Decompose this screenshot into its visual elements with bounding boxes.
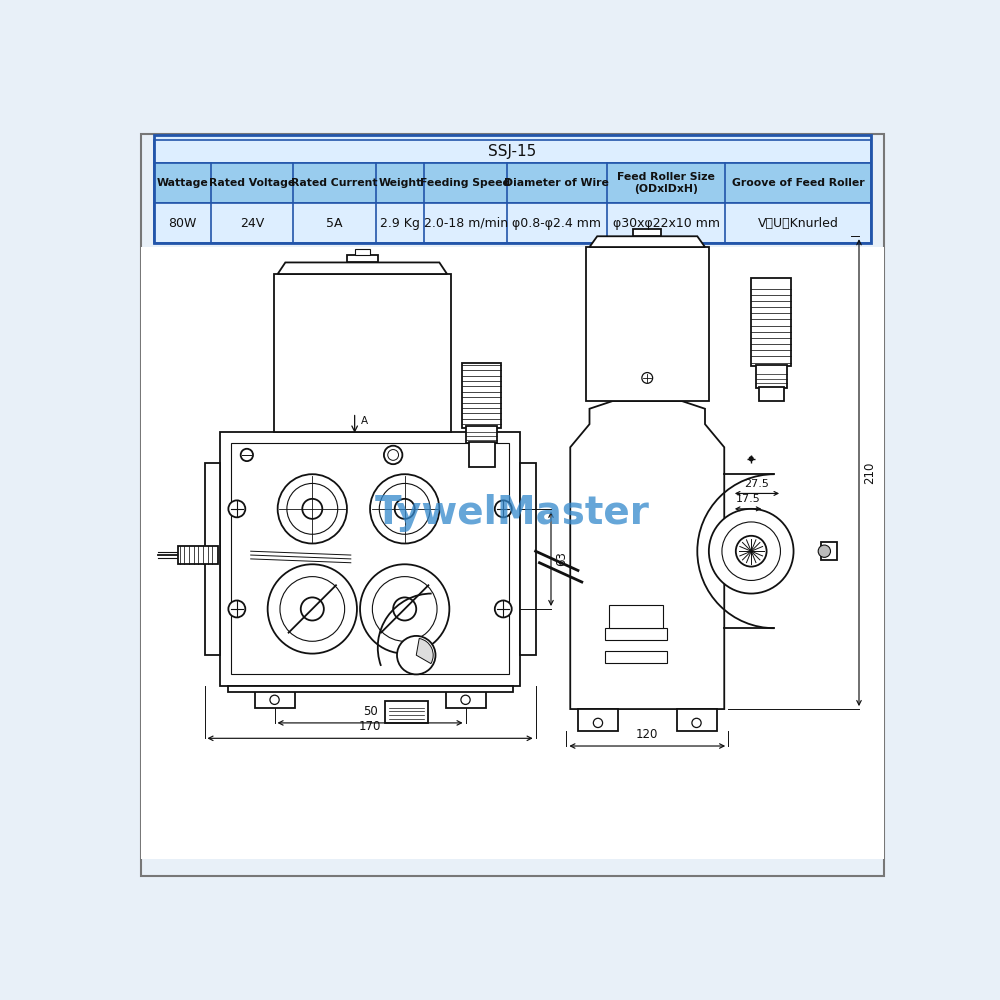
Text: A: A xyxy=(361,416,368,426)
Circle shape xyxy=(495,500,512,517)
Circle shape xyxy=(372,577,437,641)
Bar xyxy=(605,628,667,640)
Circle shape xyxy=(384,446,402,464)
Text: φ0.8-φ2.4 mm: φ0.8-φ2.4 mm xyxy=(512,217,601,230)
Text: 63: 63 xyxy=(556,551,569,566)
Text: 27.5: 27.5 xyxy=(745,479,769,489)
Bar xyxy=(462,363,501,428)
Circle shape xyxy=(287,483,338,534)
Circle shape xyxy=(395,499,415,519)
Bar xyxy=(751,278,791,366)
Bar xyxy=(205,463,220,655)
Bar xyxy=(466,426,497,443)
Text: 120: 120 xyxy=(636,728,658,741)
Circle shape xyxy=(302,499,322,519)
Text: TywelMaster: TywelMaster xyxy=(375,494,650,532)
Circle shape xyxy=(722,522,780,580)
Text: Rated Voltage: Rated Voltage xyxy=(209,178,295,188)
Bar xyxy=(469,442,495,466)
Circle shape xyxy=(280,577,345,641)
Text: 50: 50 xyxy=(363,705,377,718)
Bar xyxy=(385,701,428,723)
Circle shape xyxy=(270,695,279,704)
Circle shape xyxy=(268,564,357,654)
Bar xyxy=(154,163,871,203)
Circle shape xyxy=(461,695,470,704)
Circle shape xyxy=(749,457,753,461)
Circle shape xyxy=(736,536,767,567)
Circle shape xyxy=(593,718,603,728)
Circle shape xyxy=(228,500,245,517)
Bar xyxy=(633,229,661,236)
Bar xyxy=(154,140,871,163)
Circle shape xyxy=(228,600,245,617)
Bar xyxy=(154,135,871,243)
Wedge shape xyxy=(416,638,433,664)
Text: φ30xφ22x10 mm: φ30xφ22x10 mm xyxy=(613,217,720,230)
Circle shape xyxy=(379,483,430,534)
Bar xyxy=(586,247,709,401)
Circle shape xyxy=(818,545,831,557)
Bar xyxy=(220,432,520,686)
Bar xyxy=(154,203,871,243)
Bar xyxy=(274,274,451,432)
Polygon shape xyxy=(278,262,447,274)
Circle shape xyxy=(393,597,416,620)
Text: Feeding Speed: Feeding Speed xyxy=(420,178,511,188)
Bar xyxy=(154,135,871,243)
Circle shape xyxy=(370,474,439,543)
Bar xyxy=(446,686,486,708)
Text: 2.9 Kg: 2.9 Kg xyxy=(380,217,420,230)
Text: 170: 170 xyxy=(359,720,381,733)
Circle shape xyxy=(241,449,253,461)
Bar xyxy=(141,247,884,859)
Circle shape xyxy=(397,636,436,674)
Text: 24V: 24V xyxy=(240,217,264,230)
Bar xyxy=(255,686,295,708)
Text: Groove of Feed Roller: Groove of Feed Roller xyxy=(732,178,864,188)
Polygon shape xyxy=(570,401,724,709)
Text: Weight: Weight xyxy=(378,178,422,188)
Circle shape xyxy=(692,718,701,728)
Text: Rated Current: Rated Current xyxy=(291,178,378,188)
Text: 17.5: 17.5 xyxy=(736,494,760,504)
Bar xyxy=(520,463,536,655)
Bar xyxy=(820,542,837,560)
Polygon shape xyxy=(590,236,705,247)
Bar xyxy=(609,605,663,628)
Text: Wattage: Wattage xyxy=(157,178,209,188)
Circle shape xyxy=(278,474,347,543)
Circle shape xyxy=(388,450,399,460)
Bar xyxy=(231,443,509,674)
Text: 210: 210 xyxy=(864,461,877,484)
Circle shape xyxy=(709,509,794,594)
Text: 80W: 80W xyxy=(169,217,197,230)
Bar xyxy=(347,255,378,262)
Text: SSJ-15: SSJ-15 xyxy=(488,144,537,159)
Bar xyxy=(756,365,787,388)
Circle shape xyxy=(360,564,449,654)
Circle shape xyxy=(301,597,324,620)
Bar xyxy=(578,709,618,731)
Bar xyxy=(228,686,512,692)
Text: 5A: 5A xyxy=(326,217,343,230)
Text: Diameter of Wire: Diameter of Wire xyxy=(504,178,609,188)
Circle shape xyxy=(495,600,512,617)
Bar xyxy=(178,546,218,564)
Bar xyxy=(677,709,717,731)
Text: 2.0-18 m/min: 2.0-18 m/min xyxy=(424,217,508,230)
Text: V、U、Knurled: V、U、Knurled xyxy=(757,217,838,230)
Bar xyxy=(355,249,370,255)
Bar xyxy=(605,651,667,663)
Circle shape xyxy=(642,373,653,383)
Bar xyxy=(759,387,784,401)
Text: Feed Roller Size
(ODxlDxH): Feed Roller Size (ODxlDxH) xyxy=(617,172,715,194)
Circle shape xyxy=(634,607,653,626)
